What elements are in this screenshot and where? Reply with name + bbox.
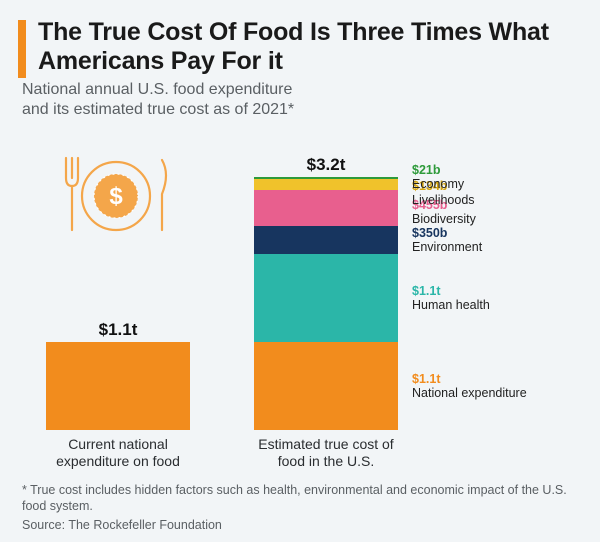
accent-bar [18,20,26,78]
segment-label-environment: $350bEnvironment [412,226,482,255]
infographic-root: The True Cost Of Food Is Three Times Wha… [0,0,600,542]
left-bar-total: $1.1t [46,320,190,340]
right-bar-total: $3.2t [254,155,398,175]
segment-economy [254,177,398,179]
subhead-line-1: National annual U.S. food expenditure [22,81,292,98]
source: Source: The Rockefeller Foundation [22,518,222,532]
headline: The True Cost Of Food Is Three Times Wha… [38,18,578,76]
segment-label-human-health: $1.1tHuman health [412,284,490,313]
bar-current-expenditure [46,342,190,430]
segment-environment [254,226,398,254]
footnote: * True cost includes hidden factors such… [22,482,578,515]
subhead: National annual U.S. food expenditure an… [22,80,578,120]
bar-caption-left: Current national expenditure on food [38,436,198,470]
segment-human-health [254,254,398,342]
segment-label-economy: $21bEconomy [412,163,464,192]
subhead-line-2: and its estimated true cost as of 2021* [22,101,294,118]
segment-national-expenditure [46,342,190,430]
plate-coin-icon: $ [52,152,180,242]
svg-text:$: $ [109,183,123,210]
chart: $ $1.1t $3.2t Current national expenditu… [18,128,582,478]
bar-caption-right: Estimated true cost of food in the U.S. [246,436,406,470]
bar-true-cost [254,177,398,430]
segment-label-national-expenditure: $1.1tNational expenditure [412,372,527,401]
segment-national-expenditure [254,342,398,430]
segment-biodiversity [254,190,398,226]
segment-livelihoods [254,179,398,190]
